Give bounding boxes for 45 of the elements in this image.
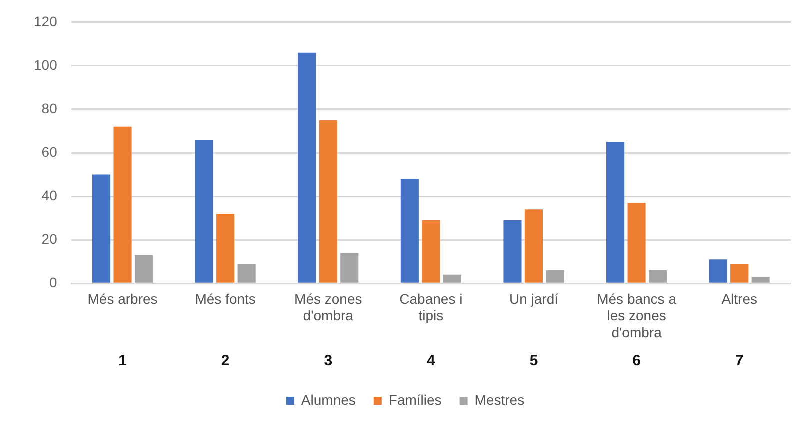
y-tick-label: 0: [50, 274, 58, 290]
text: 7: [735, 352, 744, 370]
bar: [340, 253, 359, 283]
y-tick-label: 100: [34, 56, 58, 73]
y-tick-label: 20: [42, 230, 58, 247]
bar: [92, 174, 111, 283]
text: 2: [221, 352, 230, 370]
x-tick-label: Més fonts: [195, 290, 256, 307]
bar: [730, 264, 749, 283]
bar: [238, 264, 256, 283]
x-tick-label: Més arbres: [88, 290, 158, 307]
x-tick-label: Més bancs a les zones d'ombra: [597, 290, 677, 340]
text: 6: [632, 352, 641, 370]
bar: [216, 214, 235, 283]
x-tick-label: Un jardí: [509, 290, 559, 307]
bar: [628, 203, 646, 283]
y-tick-label: 60: [42, 144, 58, 160]
bar: [606, 142, 625, 283]
y-tick-label: 120: [34, 13, 58, 30]
bar: [752, 277, 770, 283]
x-tick-label: Més zones d'ombra: [294, 290, 362, 324]
legend-label: Alumnes: [301, 392, 356, 408]
x-tick-label: Altres: [722, 290, 758, 307]
text: 4: [427, 352, 436, 370]
bar: [298, 52, 316, 283]
bar: [524, 210, 544, 283]
bar: [114, 126, 132, 283]
bar: [422, 220, 440, 283]
bar: [400, 179, 419, 283]
bar: [546, 270, 564, 283]
legend-label: Mestres: [474, 392, 525, 408]
bar: [443, 274, 462, 283]
text: 1: [118, 352, 127, 370]
bar: [504, 220, 522, 283]
text: 5: [530, 352, 538, 370]
bar: [649, 270, 668, 283]
bar: [195, 140, 214, 283]
bar: [709, 260, 728, 283]
text: 3: [324, 352, 333, 370]
legend-label: Famílies: [388, 392, 442, 408]
bar: [134, 255, 154, 283]
x-tick-label: Cabanes i tipis: [400, 290, 463, 324]
y-tick-label: 40: [42, 187, 58, 204]
y-tick-label: 80: [42, 100, 58, 116]
bar: [319, 120, 338, 283]
